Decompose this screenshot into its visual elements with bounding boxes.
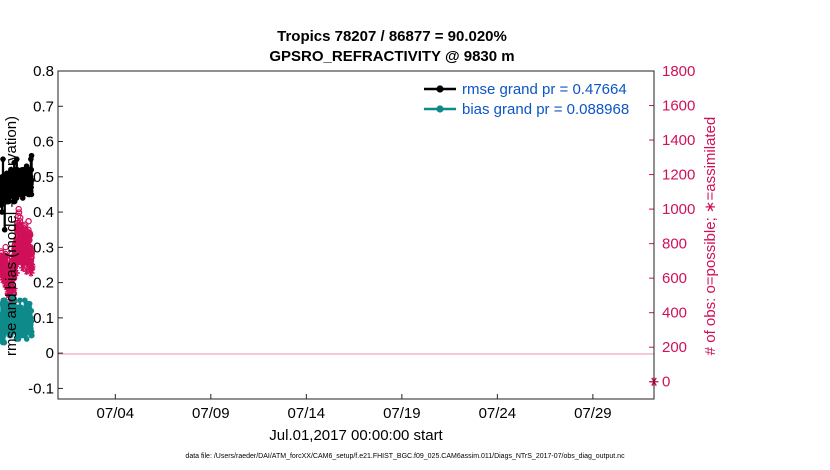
x-tick-label: 07/09 xyxy=(192,405,230,422)
y-tick-label: 0.8 xyxy=(33,63,54,80)
y2-tick-label: 400 xyxy=(662,305,687,322)
y2-axis-label: # of obs: o=possible; ∗=assimilated xyxy=(702,117,719,356)
plot-frame xyxy=(57,70,655,400)
rmse-series xyxy=(0,152,35,233)
bias-series xyxy=(0,293,35,346)
bias-point xyxy=(1,339,8,346)
assimilated-obs-point xyxy=(24,231,33,239)
bias-point xyxy=(28,308,35,314)
chart-title: Tropics 78207 / 86877 = 90.020% xyxy=(277,28,507,45)
rmse-point xyxy=(0,156,6,162)
x-axis-label: Jul.01,2017 00:00:00 start xyxy=(269,427,443,444)
y2-tick-label: 1600 xyxy=(662,98,695,115)
bias-point xyxy=(29,332,35,339)
y-tick-label: 0.6 xyxy=(33,134,54,151)
plot-background xyxy=(58,71,654,399)
y-tick-label: 0.1 xyxy=(33,310,54,327)
bias-point xyxy=(26,300,33,307)
rmse-point xyxy=(6,198,12,205)
rmse-point xyxy=(1,226,8,233)
y2-tick-label: 200 xyxy=(662,339,687,356)
possible-obs-point xyxy=(22,226,29,234)
assimilated-obs-point xyxy=(12,269,20,277)
bias-point xyxy=(23,336,30,342)
y2-tick-label: 600 xyxy=(662,270,687,287)
y2-tick-label: 1200 xyxy=(662,167,695,184)
possible-obs-point xyxy=(2,243,9,251)
assimilated-obs-point xyxy=(2,262,10,270)
y-tick-labels: -0.1 0 0.1 0.2 0.3 0.4 0.5 0.6 0.7 0.8 xyxy=(28,63,54,397)
y2-tick-label: 1800 xyxy=(662,63,695,80)
y-tick-label: 0 xyxy=(46,345,54,362)
data-file-footer: data file: /Users/raeder/DAI/ATM_forcXX/… xyxy=(185,453,625,460)
assimilated-obs-point xyxy=(10,284,18,293)
x-tick-label: 07/04 xyxy=(97,405,135,422)
assimilated-obs-point xyxy=(8,276,17,284)
rmse-point xyxy=(0,209,5,215)
rmse-point xyxy=(29,177,35,184)
y-tick-label: 0.5 xyxy=(33,169,54,186)
y-tick-label: 0.3 xyxy=(33,239,54,256)
x-tick-label: 07/29 xyxy=(574,405,612,422)
possible-obs-point xyxy=(15,205,22,213)
legend-rmse-marker xyxy=(436,85,444,93)
y2-tick-label: 1000 xyxy=(662,201,695,218)
legend-rmse-label: rmse grand pr = 0.47664 xyxy=(462,81,627,98)
rmse-point xyxy=(28,152,35,159)
y-tick-label: 0.4 xyxy=(33,204,54,221)
y-tick-label: 0.2 xyxy=(33,275,54,292)
possible-obs-point xyxy=(25,217,32,225)
y-axis-label: rmse and bias (model - observation) xyxy=(3,116,20,356)
y2-tick-label: 0 xyxy=(662,374,670,391)
rmse-point xyxy=(28,184,34,191)
rmse-point xyxy=(13,156,20,162)
bias-point xyxy=(7,332,14,339)
bias-point xyxy=(17,297,23,304)
rmse-point xyxy=(28,191,35,198)
possible-obs-point xyxy=(17,214,24,221)
legend-bias-label: bias grand pr = 0.088968 xyxy=(462,101,629,118)
x-tick-marks xyxy=(114,394,594,399)
chart-subtitle: GPSRO_REFRACTIVITY @ 9830 m xyxy=(269,48,514,65)
possible-obs-point xyxy=(2,250,9,258)
assimilated-obs-point xyxy=(16,229,24,237)
y2-tick-labels: 0 200 400 600 800 1000 1200 1400 1600 1800 xyxy=(662,63,695,391)
assimilated-obs-point xyxy=(26,245,34,253)
x-tick-label: 07/19 xyxy=(383,405,421,422)
legend-bias-marker xyxy=(436,105,444,113)
y2-tick-label: 1400 xyxy=(662,132,695,149)
bias-point xyxy=(11,297,18,304)
possible-obs-point xyxy=(2,254,9,261)
assimilated-obs-point xyxy=(28,262,36,270)
y2-tick-label: 800 xyxy=(662,236,687,253)
rmse-point xyxy=(28,166,35,173)
x-tick-label: 07/14 xyxy=(288,405,326,422)
y-tick-label: -0.1 xyxy=(28,380,54,397)
plot-area xyxy=(0,70,659,400)
y-tick-label: 0.7 xyxy=(33,98,54,115)
x-tick-labels: 07/04 07/09 07/14 07/19 07/24 07/29 xyxy=(97,405,612,422)
x-tick-label: 07/24 xyxy=(479,405,517,422)
legend: rmse grand pr = 0.47664 bias grand pr = … xyxy=(424,81,629,118)
bias-point xyxy=(28,318,35,325)
